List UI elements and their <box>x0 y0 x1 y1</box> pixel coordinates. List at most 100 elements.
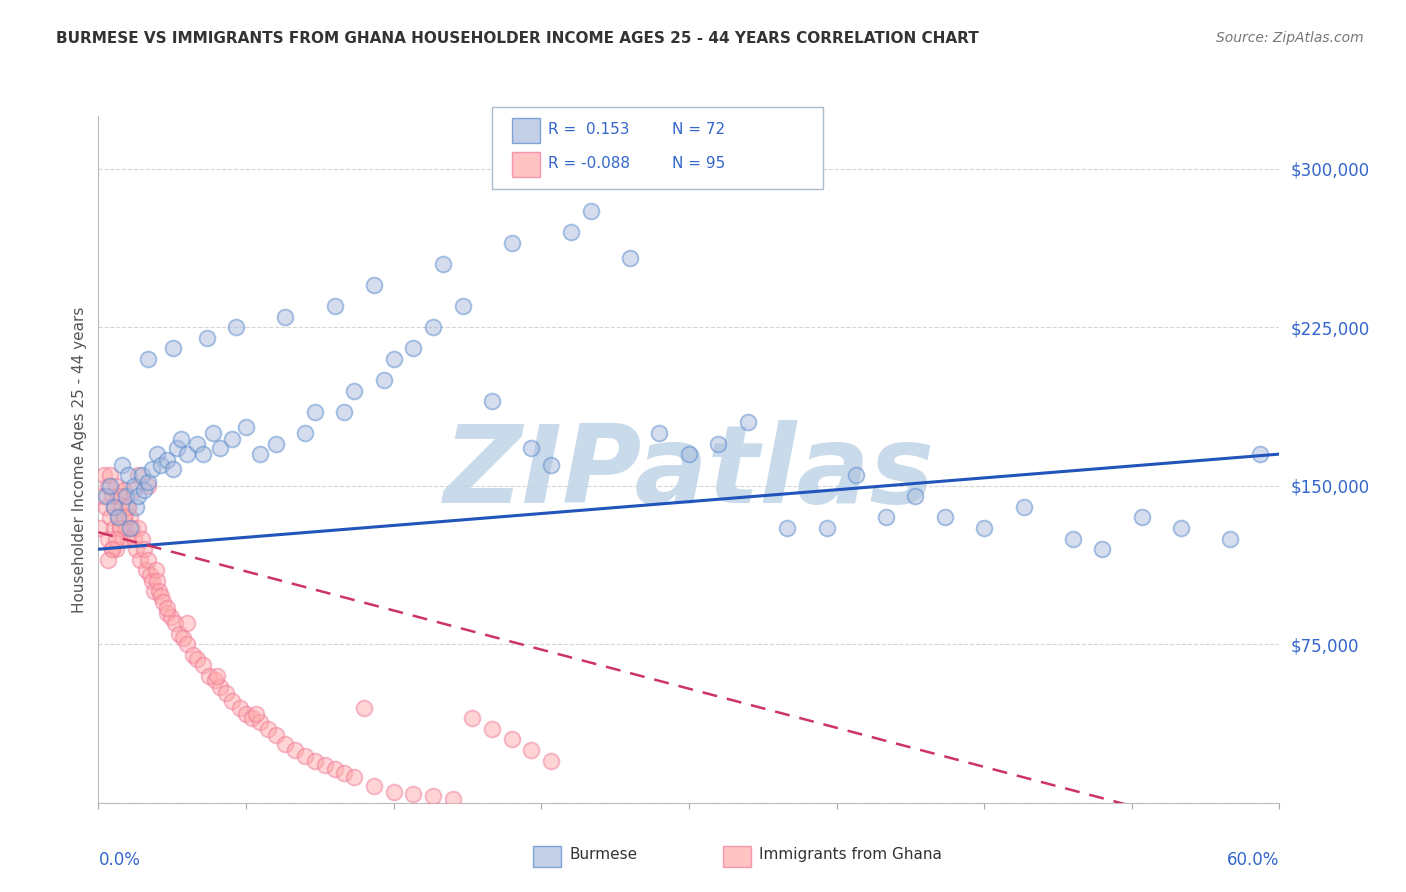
Point <box>101 542 124 557</box>
Point <box>481 722 503 736</box>
Point <box>432 257 454 271</box>
Point <box>191 447 214 461</box>
Point <box>152 595 174 609</box>
Point <box>98 468 121 483</box>
Point <box>229 700 252 714</box>
Point <box>441 791 464 805</box>
Point <box>165 616 187 631</box>
Point <box>96 500 118 514</box>
Point <box>105 542 128 557</box>
Point <box>93 468 115 483</box>
Point <box>1091 542 1114 557</box>
Point <box>191 658 214 673</box>
Point <box>170 432 193 446</box>
Point <box>115 489 138 503</box>
Point <box>167 626 190 640</box>
Point <box>107 510 129 524</box>
Point <box>201 425 224 440</box>
Point <box>135 563 157 577</box>
Point <box>619 251 641 265</box>
Point <box>678 447 700 461</box>
Point <box>501 732 523 747</box>
Point <box>142 584 165 599</box>
Point <box>215 686 238 700</box>
Point <box>128 553 150 567</box>
Text: 60.0%: 60.0% <box>1227 851 1279 869</box>
Text: 0.0%: 0.0% <box>98 851 141 869</box>
Point <box>1130 510 1153 524</box>
Point <box>461 711 484 725</box>
Point <box>284 743 307 757</box>
Point <box>323 762 346 776</box>
Point <box>146 447 169 461</box>
Point <box>1249 447 1271 461</box>
Point <box>127 468 149 483</box>
Point <box>156 601 179 615</box>
Point <box>333 766 356 780</box>
Point <box>131 468 153 483</box>
Point <box>815 521 838 535</box>
Point <box>107 489 129 503</box>
Point <box>117 500 139 514</box>
Point <box>103 500 125 514</box>
Point <box>101 489 124 503</box>
Point <box>221 694 243 708</box>
Point <box>209 680 232 694</box>
Point <box>294 749 316 764</box>
Point <box>402 788 425 802</box>
Point <box>115 521 138 535</box>
Text: N = 72: N = 72 <box>672 122 725 136</box>
Point <box>145 563 167 577</box>
Point <box>125 500 148 514</box>
Point <box>148 584 170 599</box>
Point <box>121 521 143 535</box>
Point <box>141 462 163 476</box>
Point <box>648 425 671 440</box>
Point <box>197 669 219 683</box>
Point <box>776 521 799 535</box>
Point <box>422 320 444 334</box>
Point <box>122 532 145 546</box>
Point <box>181 648 204 662</box>
Point <box>111 458 134 472</box>
Point <box>382 785 405 799</box>
Point <box>304 754 326 768</box>
Point <box>112 483 135 497</box>
Point <box>136 553 159 567</box>
Point <box>156 453 179 467</box>
Point <box>97 532 120 546</box>
Point <box>162 462 184 476</box>
Point <box>225 320 247 334</box>
Point <box>209 441 232 455</box>
Point <box>875 510 897 524</box>
Point <box>560 225 582 239</box>
Point <box>107 510 129 524</box>
Point <box>97 553 120 567</box>
Text: BURMESE VS IMMIGRANTS FROM GHANA HOUSEHOLDER INCOME AGES 25 - 44 YEARS CORRELATI: BURMESE VS IMMIGRANTS FROM GHANA HOUSEHO… <box>56 31 979 46</box>
Point <box>1062 532 1084 546</box>
Point <box>132 483 155 497</box>
Point <box>118 510 141 524</box>
Point <box>249 447 271 461</box>
Point <box>108 521 131 535</box>
Point <box>1012 500 1035 514</box>
Point <box>176 637 198 651</box>
Point <box>96 489 118 503</box>
Point <box>501 235 523 250</box>
Point <box>422 789 444 804</box>
Point <box>737 416 759 430</box>
Point <box>127 521 149 535</box>
Point <box>108 489 131 503</box>
Point <box>540 754 562 768</box>
Point <box>934 510 956 524</box>
Point <box>707 436 730 450</box>
Point <box>264 728 287 742</box>
Text: Immigrants from Ghana: Immigrants from Ghana <box>759 847 942 862</box>
Point <box>136 479 159 493</box>
Point <box>204 673 226 688</box>
Point <box>127 489 149 503</box>
Point <box>98 479 121 493</box>
Text: Burmese: Burmese <box>569 847 637 862</box>
Point <box>363 779 385 793</box>
Point <box>105 532 128 546</box>
